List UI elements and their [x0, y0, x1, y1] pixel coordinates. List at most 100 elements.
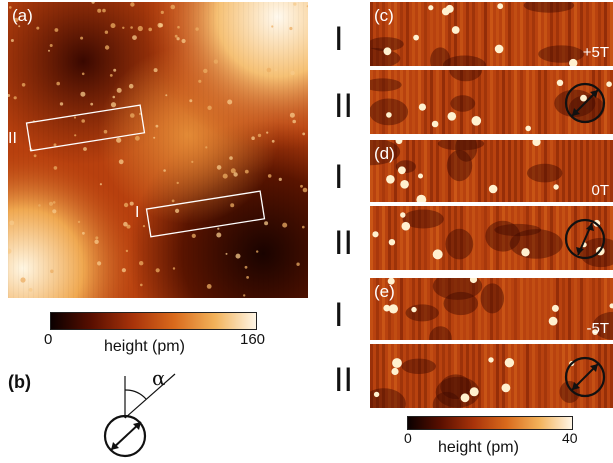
adatom-dot — [191, 233, 196, 238]
adatom-dot — [129, 201, 134, 206]
colorbar-right-min: 0 — [404, 430, 412, 446]
region-label-i: I — [135, 204, 140, 221]
adatom-dot — [392, 358, 402, 368]
strip-d-ii — [370, 206, 613, 270]
adatom-dot — [233, 172, 238, 177]
adatom-dot — [97, 8, 102, 13]
adatom-dot — [97, 261, 102, 266]
adatom-dot — [398, 166, 406, 175]
adatom-dot — [227, 99, 233, 105]
adatom-dot — [243, 294, 246, 297]
panel-b-diagram — [103, 373, 176, 458]
adatom-dot — [20, 277, 26, 283]
panel-c-label: (c) — [374, 6, 394, 25]
adatom-dot — [49, 44, 53, 47]
colorbar-a — [50, 312, 257, 330]
adatom-dot — [195, 27, 199, 31]
adatom-dot — [112, 95, 116, 99]
adatom-dot — [206, 284, 212, 289]
adatom-dot — [116, 137, 122, 143]
region-label-ii: II — [8, 130, 17, 147]
adatom-dot — [8, 248, 12, 254]
adatom-dot — [216, 165, 222, 170]
adatom-dot — [230, 203, 235, 208]
adatom-dot — [416, 194, 427, 202]
adatom-dot — [606, 81, 612, 87]
adatom-dot — [110, 102, 117, 108]
adatom-dot — [10, 39, 14, 42]
adatom-dot — [130, 113, 135, 118]
adatom-dot — [387, 278, 395, 285]
adatom-dot — [8, 94, 11, 97]
adatom-dot — [292, 119, 297, 124]
adatom-dot — [139, 261, 144, 266]
colorbar-a-min: 0 — [44, 331, 53, 348]
adatom-dot — [400, 180, 409, 189]
adatom-dot — [460, 393, 470, 403]
adatom-dot — [282, 222, 288, 228]
adatom-dot — [18, 25, 21, 28]
adatom-dot — [551, 304, 559, 312]
adatom-dot — [13, 96, 17, 100]
adatom-dot — [94, 239, 99, 244]
adatom-dot — [128, 83, 134, 89]
adatom-dot — [302, 225, 305, 229]
adatom-dot — [274, 68, 278, 72]
adatom-dot — [14, 17, 19, 23]
adatom-dot — [176, 37, 180, 41]
adatom-dot — [116, 87, 122, 93]
spin-direction-icon-d — [564, 218, 606, 260]
adatom-dot — [217, 227, 220, 230]
row-label-c-ii: II — [334, 87, 353, 125]
strip-c-ii — [370, 70, 613, 134]
angle-alpha-symbol: α — [152, 366, 166, 390]
adatom-dot — [293, 2, 297, 6]
adatom-dot — [401, 221, 411, 231]
adatom-dot — [181, 38, 186, 44]
adatom-dot — [198, 79, 202, 83]
adatom-dot — [494, 44, 504, 54]
adatom-dot — [73, 116, 77, 119]
adatom-dot — [207, 105, 212, 111]
adatom-dot — [302, 132, 306, 136]
adatom-dot — [125, 249, 129, 253]
row-label-e-ii: II — [334, 361, 353, 399]
strip-e-i — [370, 278, 613, 340]
adatom-dot — [264, 221, 269, 226]
adatom-dot — [104, 45, 110, 50]
adatom-dot — [103, 129, 108, 134]
adatom-dot — [222, 173, 228, 179]
colorbar-right — [407, 416, 573, 430]
adatom-dot — [142, 225, 146, 228]
adatom-dot — [213, 59, 219, 64]
row-label-e-i: I — [334, 296, 344, 334]
adatom-dot — [411, 306, 417, 313]
adatom-dot — [225, 252, 228, 255]
adatom-dot — [488, 357, 494, 363]
adatom-dot — [109, 74, 113, 77]
adatom-dot — [140, 283, 143, 287]
adatom-dot — [155, 124, 159, 128]
adatom-dot — [246, 276, 250, 279]
panel-a-svg — [8, 2, 308, 298]
field-label-d: 0T — [591, 182, 609, 199]
adatom-dot — [48, 49, 50, 52]
adatom-dot — [90, 102, 94, 106]
adatom-dot — [418, 173, 423, 179]
adatom-dot — [290, 70, 295, 76]
adatom-dot — [50, 269, 54, 274]
adatom-dot — [395, 140, 403, 145]
adatom-dot — [451, 26, 460, 34]
spin-direction-icon-e — [564, 356, 606, 398]
adatom-dot — [81, 119, 85, 123]
adatom-dot — [278, 177, 282, 181]
spin-direction-icon-c — [564, 82, 606, 124]
adatom-dot — [251, 136, 255, 140]
adatom-dot — [189, 99, 193, 103]
adatom-dot — [165, 94, 168, 97]
colorbar-a-label: height (pm) — [104, 338, 185, 355]
adatom-dot — [609, 303, 613, 309]
adatom-dot — [205, 146, 208, 149]
adatom-dot — [525, 125, 531, 132]
adatom-dot — [113, 68, 117, 72]
